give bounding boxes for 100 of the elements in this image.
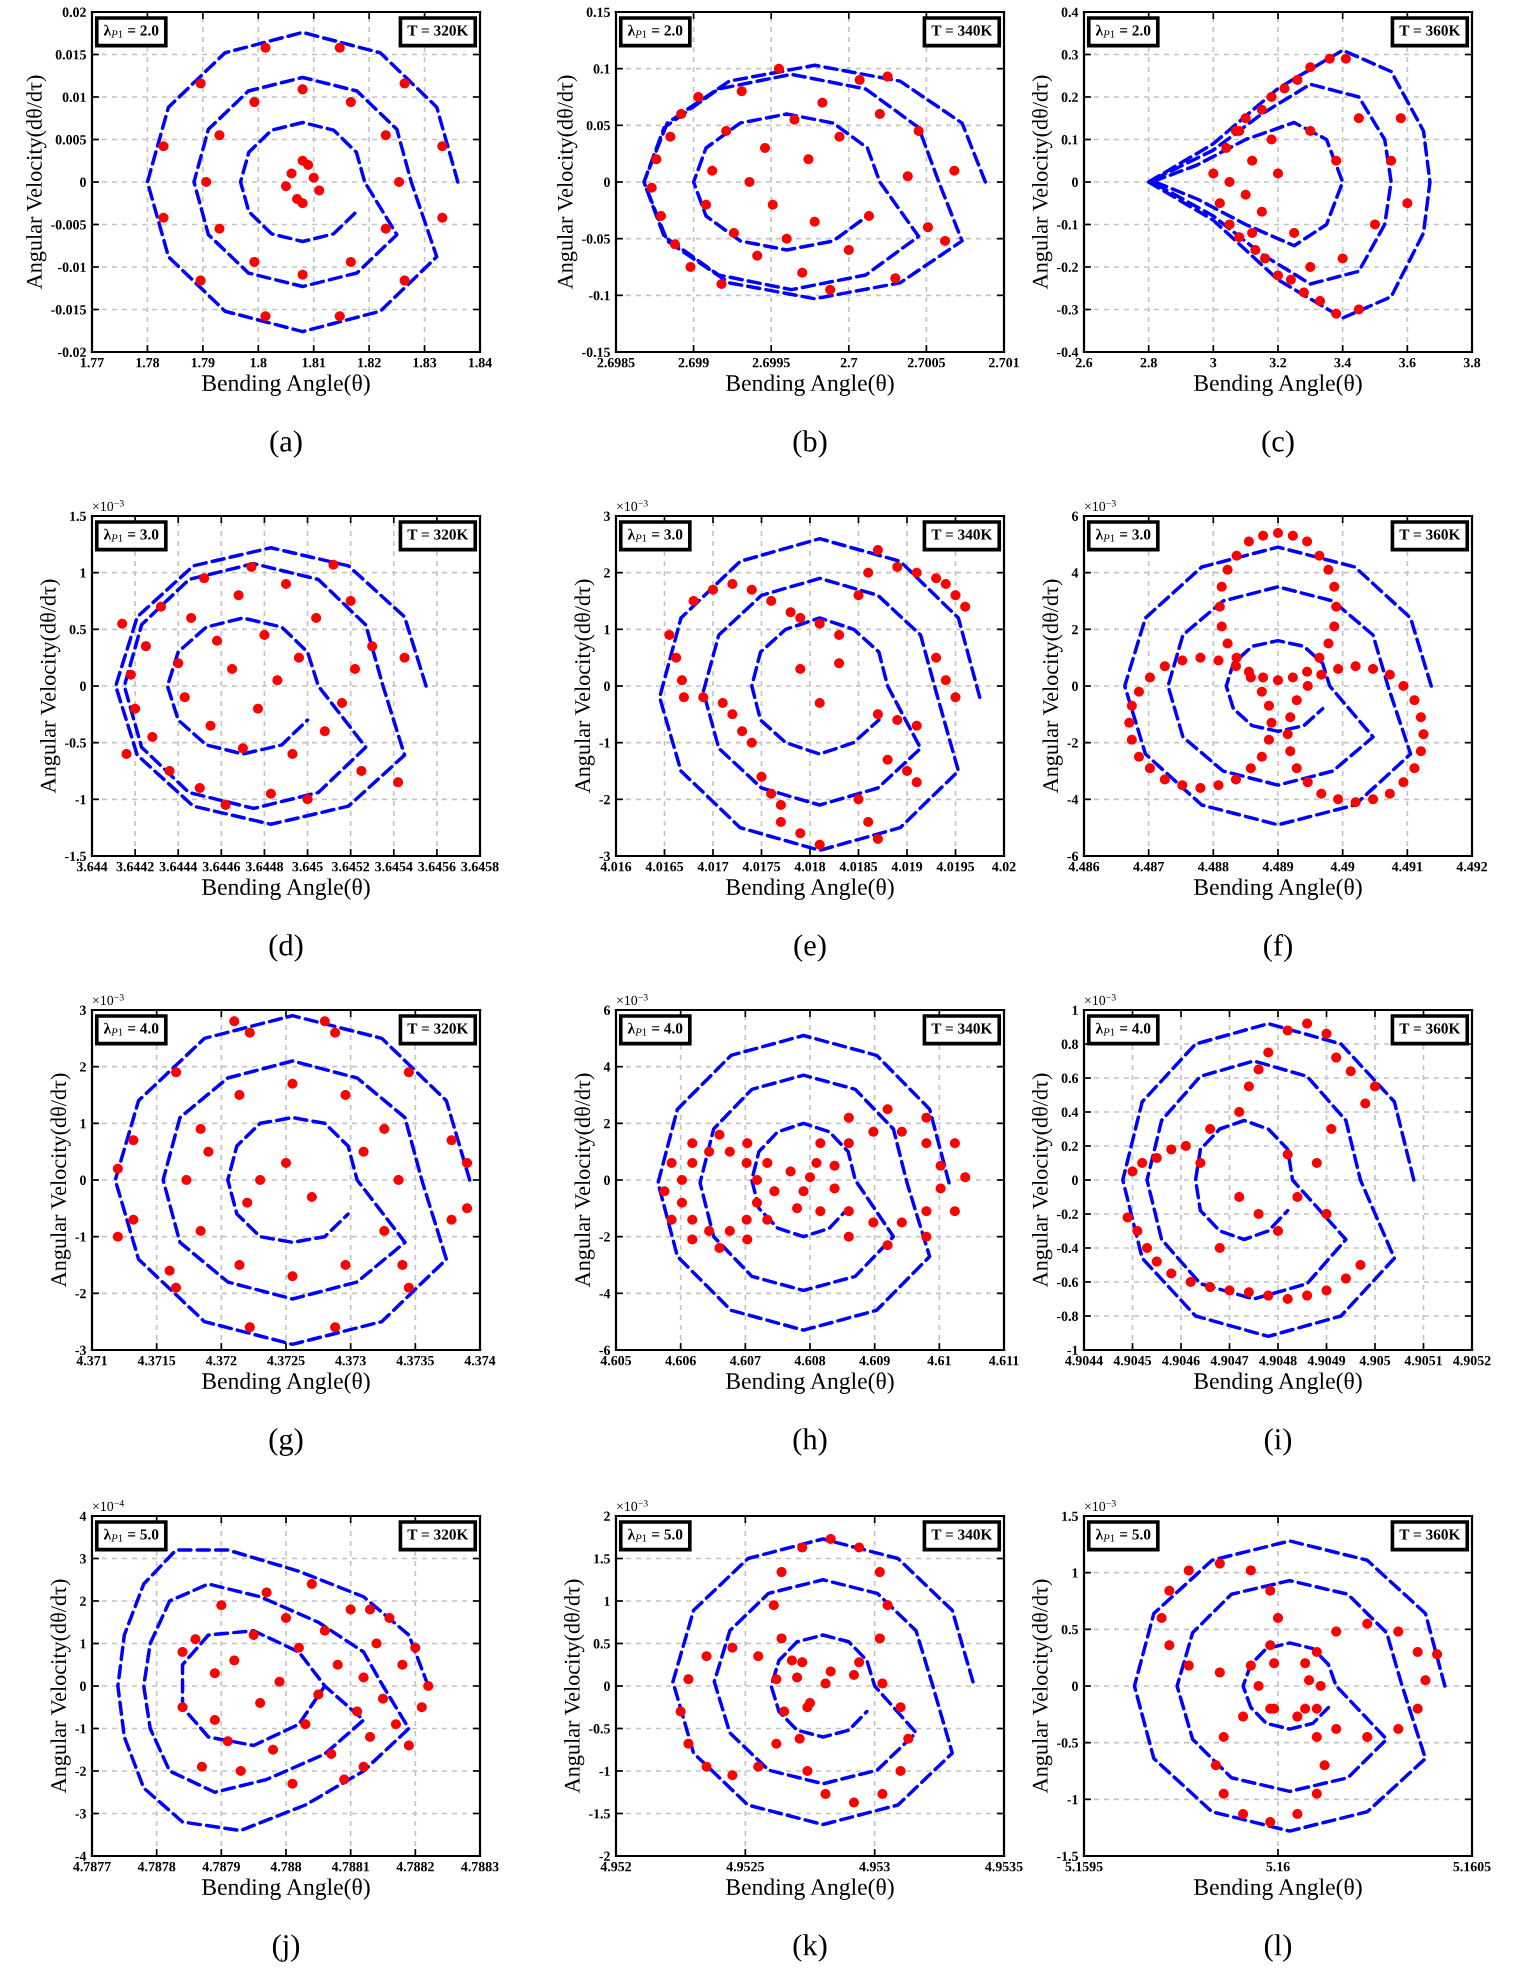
point xyxy=(1122,1212,1133,1223)
point xyxy=(1412,1703,1423,1714)
point xyxy=(1256,104,1267,115)
point xyxy=(895,1765,906,1777)
point xyxy=(242,1197,253,1208)
point xyxy=(1214,1242,1225,1254)
line-series xyxy=(113,1013,472,1347)
point xyxy=(863,567,874,578)
point xyxy=(255,1697,266,1709)
point xyxy=(817,97,828,108)
line-series xyxy=(1146,48,1432,320)
point xyxy=(868,1126,879,1137)
point xyxy=(848,1669,859,1680)
point xyxy=(794,1733,805,1744)
point xyxy=(854,1657,865,1668)
point xyxy=(260,311,271,322)
point xyxy=(1205,1282,1216,1293)
point xyxy=(1269,1658,1280,1669)
point xyxy=(902,171,913,182)
point xyxy=(911,567,922,578)
point xyxy=(815,1138,826,1149)
y-axis-title: Angular Velocity(dθ/dτ) xyxy=(50,1073,71,1288)
x-axis-title: Bending Angle(θ) xyxy=(726,1878,894,1900)
point xyxy=(1183,1660,1194,1671)
point xyxy=(1247,227,1258,239)
point xyxy=(675,1706,686,1717)
point xyxy=(365,1731,376,1743)
point xyxy=(1218,1731,1229,1743)
point xyxy=(1234,232,1245,243)
point xyxy=(297,269,308,280)
point xyxy=(1256,206,1267,217)
point xyxy=(671,652,682,663)
point xyxy=(766,788,777,799)
point xyxy=(877,1678,888,1689)
point xyxy=(399,78,410,89)
point xyxy=(314,185,325,196)
y-axis-title: Angular Velocity(dθ/dτ) xyxy=(1031,1073,1053,1288)
point xyxy=(121,748,132,760)
point xyxy=(1185,1276,1196,1288)
text: (b) xyxy=(793,430,827,458)
point xyxy=(1279,83,1290,94)
point xyxy=(1331,1724,1342,1735)
point xyxy=(1393,1626,1404,1637)
point xyxy=(1369,1081,1381,1092)
point xyxy=(1243,1287,1254,1298)
point xyxy=(1234,1191,1245,1203)
point xyxy=(776,1633,787,1644)
point xyxy=(437,141,448,152)
point xyxy=(874,108,885,120)
point xyxy=(1164,1640,1175,1651)
point xyxy=(384,1612,395,1624)
point xyxy=(1321,1028,1332,1039)
point xyxy=(683,1674,694,1685)
point xyxy=(776,1567,787,1578)
point xyxy=(935,1160,946,1171)
point xyxy=(330,1322,341,1333)
point xyxy=(313,1689,324,1700)
point xyxy=(1315,1680,1326,1692)
point xyxy=(1247,155,1258,166)
text: (e) xyxy=(794,934,826,962)
point xyxy=(416,1702,427,1713)
point xyxy=(1337,253,1348,264)
y-axis-title: Angular Velocity(dθ/dτ) xyxy=(39,579,61,794)
point xyxy=(701,1761,712,1772)
point xyxy=(446,1214,457,1225)
point xyxy=(771,1674,782,1685)
point xyxy=(727,709,738,720)
point xyxy=(785,1166,796,1177)
point xyxy=(147,731,158,743)
point xyxy=(1183,1565,1194,1576)
point xyxy=(693,91,704,103)
point xyxy=(804,1172,816,1183)
point xyxy=(701,1651,712,1662)
point xyxy=(393,777,404,788)
point xyxy=(797,267,808,278)
point xyxy=(179,692,190,703)
point xyxy=(809,216,820,227)
point xyxy=(297,155,308,166)
line-series xyxy=(116,1548,431,1833)
point xyxy=(1331,308,1342,319)
point xyxy=(949,1206,960,1217)
point xyxy=(112,1231,123,1242)
point xyxy=(724,1225,735,1237)
point xyxy=(280,578,292,590)
point xyxy=(1324,53,1335,64)
point xyxy=(1305,125,1316,137)
point xyxy=(345,595,356,607)
point xyxy=(742,1138,753,1149)
point xyxy=(1263,1047,1274,1058)
point xyxy=(1345,1066,1356,1077)
point xyxy=(272,675,283,686)
point xyxy=(233,590,244,601)
point xyxy=(1402,198,1413,209)
point xyxy=(328,559,339,570)
point xyxy=(921,1206,932,1217)
line-series xyxy=(657,536,982,853)
point xyxy=(186,612,197,624)
point xyxy=(1224,1285,1235,1296)
point xyxy=(814,618,825,629)
point xyxy=(724,1146,735,1157)
